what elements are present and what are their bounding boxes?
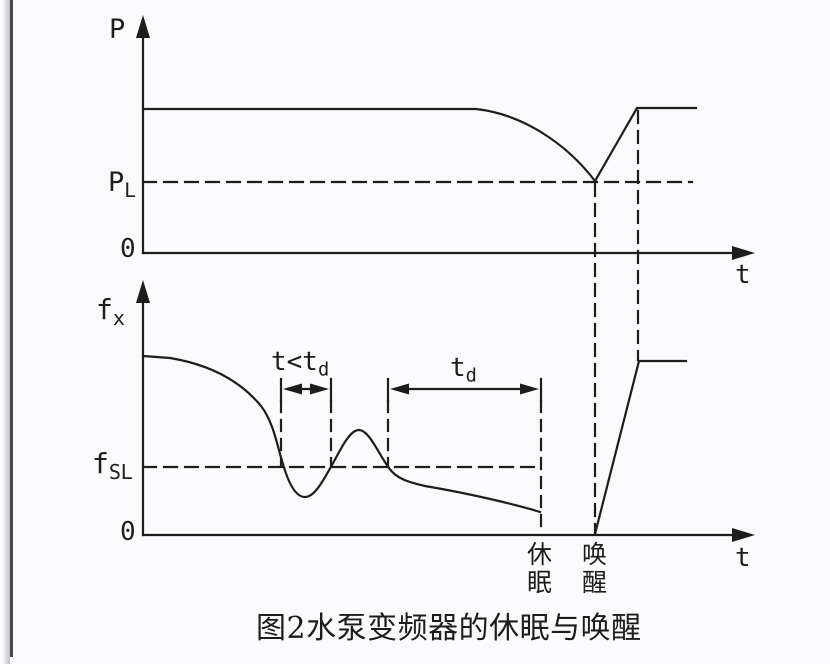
wake-event-label: 唤醒	[581, 540, 607, 597]
frequency-curve	[141, 354, 542, 514]
left-edge-line	[10, 0, 13, 657]
figure-caption: 图2水泵变频器的休眠与唤醒	[256, 611, 642, 646]
pressure-curve	[141, 106, 698, 183]
f-time-axis-label: t	[735, 543, 751, 573]
f-origin-label: 0	[120, 517, 136, 547]
dimension-extension-bars	[279, 377, 543, 403]
f-axis-arrowhead-icon	[136, 280, 150, 303]
delay-interval-base: t	[450, 353, 466, 383]
f-time-arrowhead-icon	[732, 528, 755, 542]
pl-threshold-sub: L	[124, 178, 136, 202]
p-axis-label: P	[109, 14, 126, 45]
p-axis-arrowhead-icon	[136, 15, 150, 38]
wake-ramp-line	[593, 359, 688, 536]
sleep-event-label: 休眠	[526, 540, 552, 597]
pl-threshold-base: P	[108, 167, 125, 198]
fsl-threshold-sub: SL	[108, 460, 133, 485]
delay-interval-left-arrowhead-icon	[390, 383, 409, 395]
fsl-threshold-label: fSL	[92, 447, 133, 485]
delay-interval-right-arrowhead-icon	[520, 383, 539, 395]
short-interval-label: t<td	[271, 349, 329, 380]
short-interval-base: t<t	[271, 347, 318, 377]
fsl-threshold-base: f	[92, 447, 109, 480]
p-origin-label: 0	[120, 234, 136, 264]
delay-interval-sub: d	[465, 365, 477, 387]
f-axis-base: f	[96, 293, 113, 326]
short-interval-left-arrowhead-icon	[283, 383, 302, 395]
short-interval-sub: d	[317, 359, 329, 381]
f-axis-label: fx	[96, 293, 125, 331]
pl-threshold-label: PL	[108, 169, 136, 200]
delay-interval-label: td	[450, 355, 477, 386]
p-time-axis-label: t	[735, 260, 751, 290]
left-edge-strip	[2, 0, 10, 664]
f-axis-sub: x	[112, 306, 125, 331]
p-time-arrowhead-icon	[732, 246, 755, 260]
short-interval-right-arrowhead-icon	[310, 383, 329, 395]
